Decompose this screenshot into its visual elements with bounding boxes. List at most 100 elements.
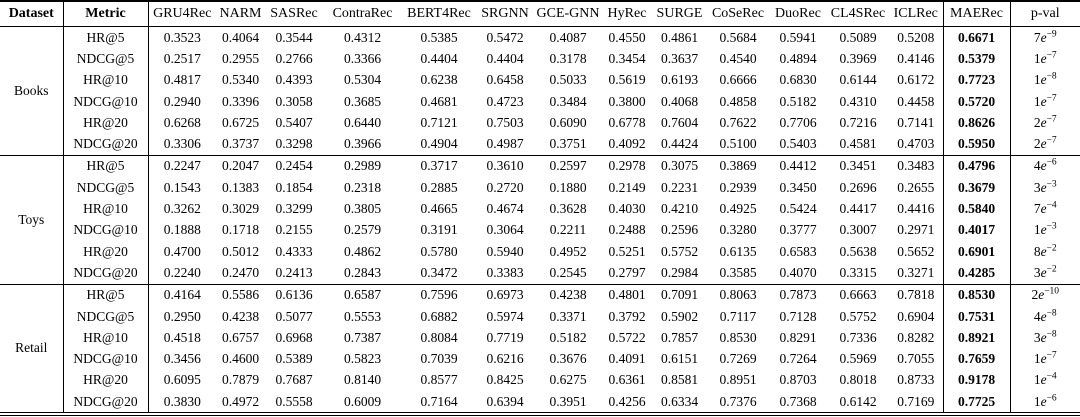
value-cell: 0.7164 bbox=[420, 393, 458, 409]
value-cell: 0.5033 bbox=[549, 72, 587, 88]
value-cell: 0.5403 bbox=[779, 136, 817, 152]
value-cell: 0.7873 bbox=[769, 283, 827, 306]
value-cell: 0.7091 bbox=[652, 283, 707, 306]
value-cell: 0.5100 bbox=[719, 136, 757, 152]
pval-cell: 1e−7 bbox=[1033, 50, 1057, 66]
value-cell: 0.4256 bbox=[608, 393, 646, 409]
value-cell: 0.4164 bbox=[148, 283, 216, 306]
value-cell: 0.6666 bbox=[719, 72, 757, 88]
table-row: NDCG@10 0.1888 0.1718 0.2155 0.2579 0.3191 0.3… bbox=[0, 219, 1080, 241]
value-cell: 0.7055 bbox=[889, 348, 944, 370]
value-cell: 0.2247 bbox=[148, 154, 216, 178]
value-cell: 0.3484 bbox=[549, 93, 587, 109]
value-cell: 0.5752 bbox=[660, 243, 699, 259]
value-cell: 0.3306 bbox=[163, 136, 201, 152]
pval-cell: 8e−2 bbox=[1033, 243, 1057, 259]
value-cell: 0.3075 bbox=[652, 154, 707, 178]
value-cell: 0.8140 bbox=[343, 372, 382, 388]
table-row: NDCG@10 0.3456 0.4600 0.5389 0.5823 0.7039 0.6… bbox=[0, 348, 1080, 370]
value-cell: 0.2950 bbox=[163, 308, 201, 324]
value-cell: 0.3792 bbox=[608, 308, 646, 324]
value-cell: 0.3544 bbox=[275, 29, 313, 45]
table-row: NDCG@5 0.2517 0.2955 0.2766 0.3366 0.4404 0.44… bbox=[0, 48, 1080, 70]
ours-value-cell: 0.5840 bbox=[943, 198, 1011, 220]
value-cell: 0.5752 bbox=[839, 308, 877, 324]
value-cell: 0.3383 bbox=[486, 264, 524, 280]
value-cell: 0.3450 bbox=[779, 179, 817, 195]
value-cell: 0.4087 bbox=[549, 29, 587, 45]
metric-cell: NDCG@20 bbox=[63, 133, 149, 156]
ours-value-cell: 0.6671 bbox=[943, 26, 1011, 49]
value-cell: 0.5969 bbox=[839, 351, 877, 367]
pval-cell: 1e−7 bbox=[1033, 93, 1057, 109]
value-cell: 0.4146 bbox=[889, 48, 944, 70]
col-header-model: ContraRec bbox=[323, 1, 402, 27]
col-header-model: HyRec bbox=[602, 1, 652, 27]
value-cell: 0.3628 bbox=[549, 201, 587, 217]
value-cell: 0.7706 bbox=[779, 114, 817, 130]
value-cell: 0.5012 bbox=[221, 243, 260, 259]
value-cell: 0.2597 bbox=[534, 154, 602, 178]
value-cell: 0.5652 bbox=[889, 240, 944, 263]
col-header-model: SURGE bbox=[652, 1, 707, 27]
col-header-model: NARM bbox=[216, 1, 265, 27]
value-cell: 0.4333 bbox=[275, 243, 313, 259]
value-cell: 0.2766 bbox=[275, 50, 313, 66]
value-cell: 0.7879 bbox=[221, 372, 260, 388]
value-cell: 0.5586 bbox=[216, 283, 265, 306]
value-cell: 0.5940 bbox=[486, 243, 524, 259]
value-cell: 0.2454 bbox=[265, 154, 323, 178]
pval-cell: 4e−6 bbox=[1010, 154, 1080, 178]
ours-value-cell: 0.7531 bbox=[943, 305, 1011, 328]
table-row: NDCG@10 0.2940 0.3396 0.3058 0.3685 0.4681 0.4… bbox=[0, 90, 1080, 113]
value-cell: 0.6882 bbox=[420, 308, 458, 324]
value-cell: 0.6904 bbox=[889, 305, 944, 328]
value-cell: 0.6725 bbox=[221, 114, 260, 130]
value-cell: 0.6757 bbox=[221, 329, 260, 345]
value-cell: 0.3271 bbox=[889, 262, 944, 285]
value-cell: 0.4703 bbox=[889, 133, 944, 156]
value-cell: 0.2545 bbox=[549, 264, 587, 280]
value-cell: 0.6973 bbox=[476, 283, 534, 306]
pval-cell: 4e−8 bbox=[1033, 308, 1057, 324]
value-cell: 0.4858 bbox=[719, 93, 757, 109]
value-cell: 0.3280 bbox=[719, 222, 757, 238]
col-header-dataset: Dataset bbox=[0, 1, 64, 27]
col-header-metric: Metric bbox=[63, 1, 149, 27]
col-header-model: ICLRec bbox=[889, 1, 944, 27]
value-cell: 0.4424 bbox=[660, 136, 699, 152]
value-cell: 0.3315 bbox=[839, 264, 877, 280]
ours-value-cell: 0.4285 bbox=[943, 262, 1011, 285]
col-header-model: SRGNN bbox=[476, 1, 534, 27]
value-cell: 0.3451 bbox=[827, 154, 889, 178]
value-cell: 0.4925 bbox=[719, 201, 757, 217]
value-cell: 0.6238 bbox=[420, 72, 458, 88]
value-cell: 0.3869 bbox=[707, 154, 769, 178]
value-cell: 0.5182 bbox=[779, 93, 817, 109]
value-cell: 0.4972 bbox=[221, 393, 260, 409]
ours-value-cell: 0.5379 bbox=[943, 48, 1011, 70]
value-cell: 0.5619 bbox=[608, 72, 646, 88]
results-table-body: Books HR@5 0.3523 0.4064 0.3544 0.4312 0.5385 0… bbox=[0, 26, 1080, 413]
bottom-rule bbox=[0, 415, 1080, 417]
ours-value-cell: 0.6901 bbox=[943, 240, 1011, 263]
ours-value-cell: 0.7725 bbox=[943, 391, 1011, 413]
value-cell: 0.3610 bbox=[476, 154, 534, 178]
value-cell: 0.3969 bbox=[839, 50, 877, 66]
metric-cell: HR@5 bbox=[63, 283, 149, 306]
metric-cell: NDCG@10 bbox=[63, 219, 149, 241]
value-cell: 0.7596 bbox=[402, 283, 476, 306]
value-cell: 0.4458 bbox=[889, 90, 944, 113]
dataset-cell: Retail bbox=[0, 283, 64, 413]
value-cell: 0.6268 bbox=[163, 114, 201, 130]
value-cell: 0.4417 bbox=[839, 201, 877, 217]
metric-cell: HR@10 bbox=[63, 327, 149, 349]
value-cell: 0.4894 bbox=[779, 50, 817, 66]
value-cell: 0.4310 bbox=[839, 93, 877, 109]
value-cell: 0.4987 bbox=[486, 136, 524, 152]
metric-cell: HR@20 bbox=[63, 240, 149, 263]
value-cell: 0.1543 bbox=[163, 179, 201, 195]
value-cell: 0.3007 bbox=[839, 222, 877, 238]
value-cell: 0.1383 bbox=[221, 179, 260, 195]
